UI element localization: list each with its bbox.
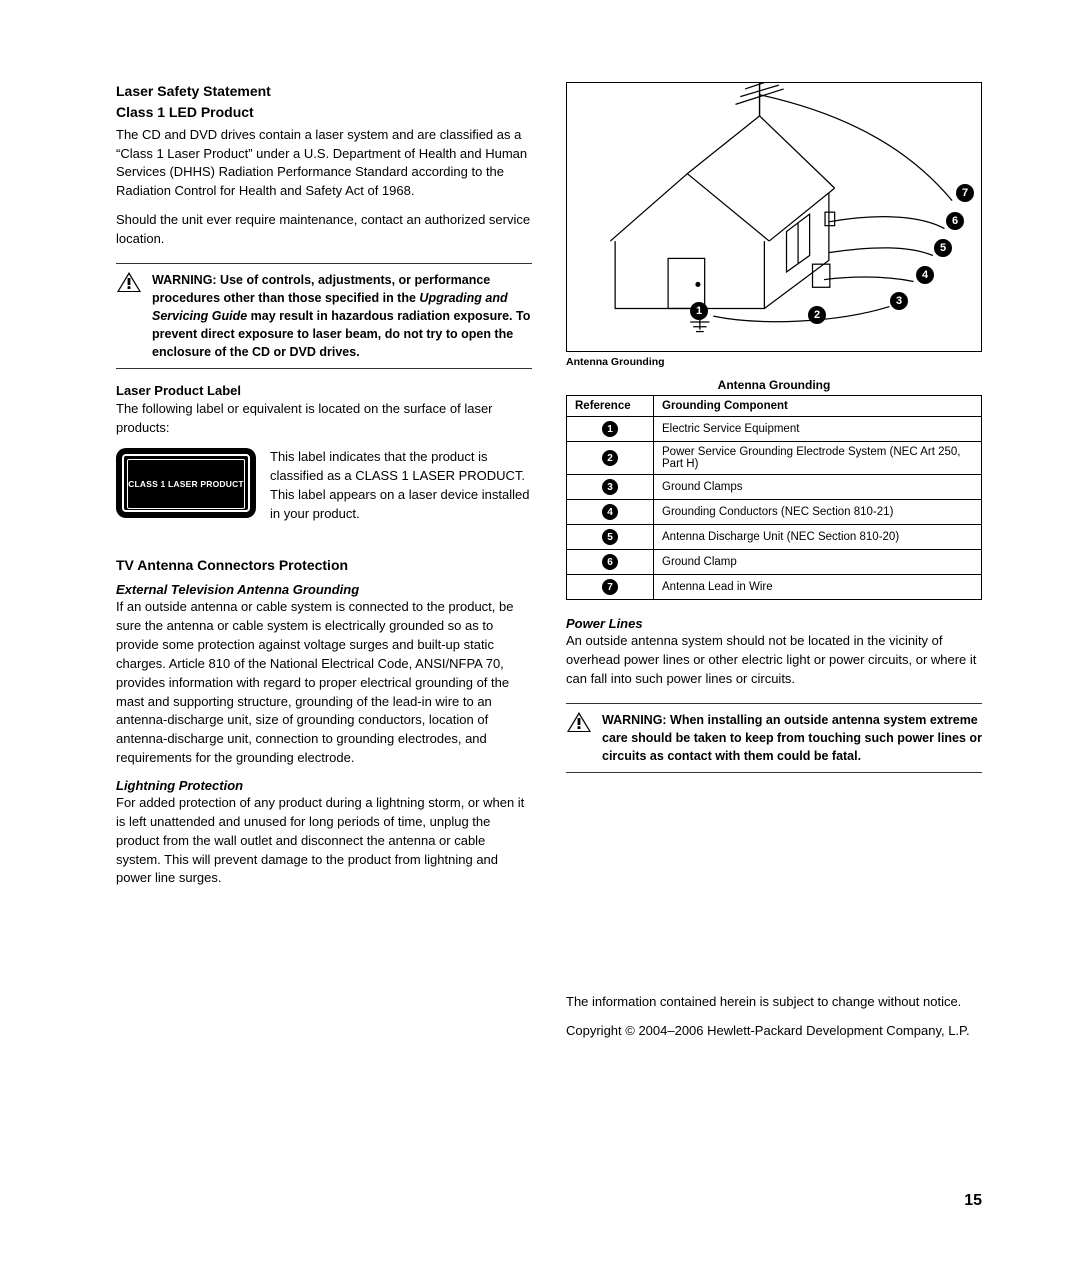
laser-label-heading: Laser Product Label bbox=[116, 383, 532, 398]
table-row: 7Antenna Lead in Wire bbox=[567, 575, 982, 600]
component-cell: Electric Service Equipment bbox=[654, 417, 982, 442]
laser-product-label: CLASS 1 LASER PRODUCT bbox=[116, 448, 256, 518]
component-cell: Power Service Grounding Electrode System… bbox=[654, 442, 982, 475]
class1-led-heading: Class 1 LED Product bbox=[116, 103, 532, 122]
laser-paragraph-1: The CD and DVD drives contain a laser sy… bbox=[116, 126, 532, 201]
right-column: 7654321 Antenna Grounding Antenna Ground… bbox=[566, 82, 982, 1051]
diagram-callout: 3 bbox=[890, 292, 908, 310]
warning-text-1: WARNING: Use of controls, adjustments, o… bbox=[152, 271, 532, 362]
th-component: Grounding Component bbox=[654, 396, 982, 417]
footer-copyright: Copyright © 2004–2006 Hewlett-Packard De… bbox=[566, 1022, 982, 1041]
lightning-subheading: Lightning Protection bbox=[116, 778, 532, 793]
table-row: 1Electric Service Equipment bbox=[567, 417, 982, 442]
table-row: 2Power Service Grounding Electrode Syste… bbox=[567, 442, 982, 475]
table-row: 5Antenna Discharge Unit (NEC Section 810… bbox=[567, 525, 982, 550]
component-cell: Antenna Discharge Unit (NEC Section 810-… bbox=[654, 525, 982, 550]
warning-box-2: WARNING: When installing an outside ante… bbox=[566, 703, 982, 773]
diagram-callout: 1 bbox=[690, 302, 708, 320]
th-reference: Reference bbox=[567, 396, 654, 417]
warning-text-2: WARNING: When installing an outside ante… bbox=[602, 711, 982, 765]
footer-change-notice: The information contained herein is subj… bbox=[566, 993, 982, 1012]
component-cell: Ground Clamp bbox=[654, 550, 982, 575]
component-cell: Grounding Conductors (NEC Section 810-21… bbox=[654, 500, 982, 525]
tv-antenna-heading: TV Antenna Connectors Protection bbox=[116, 556, 532, 575]
warning-icon bbox=[116, 271, 142, 293]
table-row: 4Grounding Conductors (NEC Section 810-2… bbox=[567, 500, 982, 525]
table-title: Antenna Grounding bbox=[566, 378, 982, 395]
diagram-caption: Antenna Grounding bbox=[566, 356, 982, 368]
laser-label-desc: This label indicates that the product is… bbox=[270, 448, 532, 523]
antenna-diagram: 7 6 543 2 1 bbox=[566, 82, 982, 352]
laser-label-text: CLASS 1 LASER PRODUCT bbox=[128, 479, 244, 489]
component-cell: Ground Clamps bbox=[654, 475, 982, 500]
diagram-callout: 5 bbox=[934, 239, 952, 257]
ref-cell: 2 bbox=[567, 442, 654, 475]
ref-cell: 1 bbox=[567, 417, 654, 442]
ext-antenna-paragraph: If an outside antenna or cable system is… bbox=[116, 598, 532, 768]
ref-cell: 6 bbox=[567, 550, 654, 575]
left-column: Laser Safety Statement Class 1 LED Produ… bbox=[116, 82, 532, 1051]
ref-cell: 3 bbox=[567, 475, 654, 500]
lightning-paragraph: For added protection of any product duri… bbox=[116, 794, 532, 888]
diagram-callout: 7 bbox=[956, 184, 974, 202]
ref-cell: 4 bbox=[567, 500, 654, 525]
table-row: 3Ground Clamps bbox=[567, 475, 982, 500]
diagram-callout: 6 bbox=[946, 212, 964, 230]
ext-antenna-subheading: External Television Antenna Grounding bbox=[116, 582, 532, 597]
power-lines-paragraph: An outside antenna system should not be … bbox=[566, 632, 982, 689]
table-row: 6Ground Clamp bbox=[567, 550, 982, 575]
component-cell: Antenna Lead in Wire bbox=[654, 575, 982, 600]
ref-cell: 5 bbox=[567, 525, 654, 550]
laser-paragraph-2: Should the unit ever require maintenance… bbox=[116, 211, 532, 249]
grounding-table: Antenna Grounding Reference Grounding Co… bbox=[566, 378, 982, 600]
warning-box-1: WARNING: Use of controls, adjustments, o… bbox=[116, 263, 532, 370]
diagram-callout: 2 bbox=[808, 306, 826, 324]
laser-safety-heading: Laser Safety Statement bbox=[116, 82, 532, 101]
ref-cell: 7 bbox=[567, 575, 654, 600]
warning-icon bbox=[566, 711, 592, 733]
page-number: 15 bbox=[964, 1192, 982, 1210]
diagram-callout: 4 bbox=[916, 266, 934, 284]
laser-label-intro: The following label or equivalent is loc… bbox=[116, 400, 532, 438]
house-diagram-svg bbox=[567, 83, 981, 351]
power-lines-subheading: Power Lines bbox=[566, 616, 982, 631]
